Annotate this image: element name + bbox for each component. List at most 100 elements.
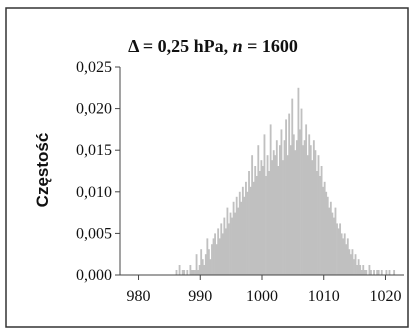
histogram-bar [192,270,195,275]
histogram-bar [357,259,360,275]
histogram-bar [198,265,201,275]
histogram-bar [272,150,275,275]
histogram-bar [286,155,289,275]
histogram-bar [320,166,323,275]
histogram-bar [329,201,332,275]
histogram-bar [303,140,306,275]
histogram-bar [309,145,312,275]
histogram-bar [340,233,343,275]
histogram-bar [191,270,193,275]
histogram-bar [207,249,210,275]
histogram-bar [206,238,209,275]
histogram-bar [292,134,295,275]
x-tick-label: 1000 [246,288,278,305]
histogram-bar [368,265,371,275]
histogram-bar [220,223,223,275]
histogram-bar [360,270,363,275]
histogram-bar [232,201,235,275]
histogram-bar [370,270,372,275]
title-prefix: Δ = 0,25 hPa, [128,36,233,56]
histogram-bar [311,160,314,275]
histogram-bar [260,160,263,275]
histogram-bar [194,270,196,275]
histogram-bar [246,191,249,275]
histogram-bar [271,160,274,275]
histogram-bar [204,254,207,275]
histogram-bar [339,223,342,275]
histogram-bar [211,244,213,275]
y-tick-label: 0,000 [76,267,112,284]
chart-title: Δ = 0,25 hPa, n = 1600 [128,36,298,56]
histogram-bar [297,87,300,275]
histogram-bar [353,259,355,275]
histogram-bar [345,244,348,275]
x-tick-label: 980 [127,288,151,305]
histogram-bar [255,175,258,275]
histogram-bar [215,244,218,275]
histogram-bar [214,233,216,275]
histogram-bar [337,228,340,275]
histogram-bar [299,129,301,275]
histogram-bar [218,238,221,275]
histogram-bar [251,155,254,275]
histogram-bar [235,196,238,275]
histogram-bar [257,145,260,275]
histogram-bar [376,270,379,275]
x-tick-label: 1010 [308,288,340,305]
x-tick-label: 990 [188,288,212,305]
histogram-bar [285,119,287,275]
y-axis-label: Częstość [33,133,52,208]
histogram-bar [224,228,227,275]
histogram-bar [201,259,204,275]
histogram-bar [282,160,284,275]
histogram-bar [346,238,349,275]
histogram-bar [365,270,368,275]
histogram-bar [277,166,280,275]
histogram-bar [323,181,326,275]
histogram-bar [252,181,255,275]
y-tick-label: 0,020 [76,101,112,118]
histogram-bar [189,265,192,275]
histogram-bar [380,270,383,275]
histogram-bar [262,166,264,275]
histogram-bar [328,207,331,275]
histogram-bar [336,223,338,275]
histogram-bar [283,140,286,275]
y-tick-label: 0,025 [76,59,112,76]
histogram-bar [351,249,354,275]
y-tick-label: 0,005 [76,225,112,242]
histogram-bar [186,270,189,275]
bars-group [175,87,396,276]
histogram-bar [300,108,303,275]
histogram-bar [342,238,345,275]
histogram-bar [289,145,292,275]
histogram-bar [326,196,329,275]
histogram-bar [288,113,291,275]
histogram-bar [212,238,215,275]
histogram-bar [209,259,212,275]
histogram-bar [295,140,298,275]
x-ticks-group: 980 990 1000 1010 1020 [127,275,401,305]
histogram-bar [231,217,233,275]
histogram-bar [268,171,271,275]
histogram-bar [228,223,230,275]
histogram-bar [183,270,186,275]
histogram-bar [245,181,247,275]
histogram-bar [393,270,396,275]
histogram-bar [362,265,365,275]
histogram-bar [348,249,351,275]
histogram-bar [333,217,335,275]
histogram-bar [359,265,362,275]
histogram-bar [331,212,334,275]
histogram-bar [306,155,309,275]
histogram-bar [302,145,304,275]
histogram-bar [363,270,366,275]
histogram-bar [197,270,200,275]
histogram-bar [243,196,246,275]
histogram-bar [325,191,328,275]
histogram-bar [241,186,244,275]
histogram-bar [263,134,266,275]
histogram-bar [200,249,203,275]
histogram-bar [238,191,241,275]
